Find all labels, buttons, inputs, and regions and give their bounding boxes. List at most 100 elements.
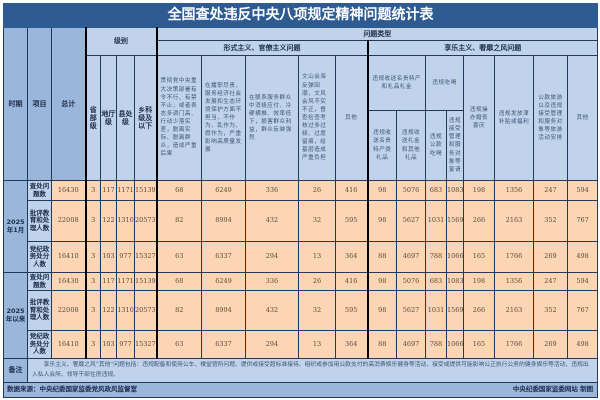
data-cell: 432 [245,290,299,331]
data-cell: 1310 [116,200,135,242]
header-level-township: 乡科级及以下 [134,55,157,181]
header-hedonism-col: 违规发放津补贴或福利 [494,55,534,181]
table-row: 批评教育和处理人数 22008 3 122 1310 20573 82 8994 432 32 59… [4,290,599,331]
header-problem-type: 问题类型 [155,27,599,41]
data-cell: 1310 [116,290,135,331]
table-row: 2025年1月 查处问题数 16430 3 117 1171 15139 68 6249 336 2… [3,180,599,273]
row-item-label: 查处问题数 [27,180,52,201]
footer: 数据来源：中央纪委国家监委党风政风监督室 中央纪委国家监委网站 制图 [2,382,599,398]
data-source: 数据来源：中央纪委国家监委党风政风监督室 [7,385,137,394]
data-cell: 122 [100,200,117,242]
data-cell: 1569 [446,200,464,242]
row-item-label: 党纪政务处分人数 [27,241,52,273]
header-hedonism-col: 违规操办婚丧喜庆 [463,55,495,181]
data-cell: 498 [566,241,599,273]
data-cell: 88 [366,330,397,359]
data-cell: 594 [566,180,599,201]
period-label: 2025年以来 [3,272,28,359]
data-cell: 977 [116,330,135,359]
data-cell: 15327 [134,241,157,273]
header-period: 时期 [3,27,28,181]
data-cell: 498 [566,330,599,359]
table-title: 全国查处违反中央八项规定精神问题统计表 [2,3,599,28]
data-cell: 68 [155,272,202,291]
data-cell: 8994 [201,200,246,242]
data-cell: 16430 [51,272,86,291]
data-cell: 1031 [425,200,447,242]
header-total: 总计 [51,27,86,181]
data-cell: 788 [425,241,447,273]
data-cell: 788 [425,330,447,359]
data-cell: 595 [335,290,368,331]
header-hedonism-other: 其他 [566,55,599,181]
data-cell: 32 [298,200,336,242]
data-cell: 1569 [446,290,464,331]
data-cell: 416 [335,180,368,201]
data-cell: 1066 [446,330,464,359]
data-cell: 336 [245,180,299,201]
data-cell: 98 [366,272,397,291]
data-cell: 198 [463,272,495,291]
data-cell: 1766 [494,241,534,273]
header-dining-col: 违规公款吃喝 [425,110,447,181]
data-cell: 336 [245,272,299,291]
data-cell: 1356 [494,272,534,291]
data-cell: 4697 [396,241,426,273]
header-hedonism: 享乐主义、奢靡之风问题 [366,40,599,56]
data-cell: 16410 [51,330,86,359]
header-level-county: 县处级 [116,55,135,181]
data-cell: 594 [566,272,599,291]
data-cell: 68 [155,180,202,201]
data-cell: 266 [463,200,495,242]
data-cell: 2163 [494,200,534,242]
row-item-label: 批评教育和处理人数 [27,290,52,331]
data-cell: 16410 [51,241,86,273]
table-row: 2025年以来 查处问题数 16430 3 117 1171 15139 68 6249 336 2… [3,272,599,359]
data-cell: 13 [298,330,336,359]
data-cell: 6249 [201,272,246,291]
data-cell: 15327 [134,330,157,359]
data-cell: 26 [298,180,336,201]
data-cell: 432 [245,200,299,242]
data-cell: 3 [84,272,101,291]
header-item: 项目 [27,27,52,181]
data-cell: 20573 [134,200,157,242]
data-cell: 2163 [494,290,534,331]
data-cell: 247 [533,272,568,291]
data-cell: 32 [298,290,336,331]
data-cell: 117 [100,180,117,201]
header-level: 级别 [84,27,157,56]
data-cell: 5076 [396,180,426,201]
data-cell: 3 [84,330,101,359]
header-level-prefecture: 地厅级 [100,55,117,181]
data-cell: 269 [533,330,568,359]
data-cell: 165 [463,241,495,273]
data-cell: 22008 [51,290,86,331]
data-cell: 416 [335,272,368,291]
data-cell: 16430 [51,180,86,201]
header-gift-col: 违规收送名贵特产类礼品 [366,110,397,181]
data-cell: 198 [463,180,495,201]
note-text: 享乐主义、奢靡之风“其他”问题包括：违规配备和使用公车、楼堂馆所问题、提供或接受… [26,358,599,383]
data-cell: 15139 [134,272,157,291]
header-level-province: 省部级 [84,55,101,181]
data-cell: 3 [84,290,101,331]
data-cell: 1083 [446,180,464,201]
data-cell: 595 [335,200,368,242]
data-cell: 352 [533,290,568,331]
row-item-label: 查处问题数 [27,272,52,291]
data-cell: 98 [366,180,397,201]
data-cell: 3 [84,241,101,273]
table-row: 批评教育和处理人数 22008 3 122 1310 20573 82 8994 432 32 59… [4,200,599,242]
table-row: 党纪政务处分人数 16410 3 103 977 15327 63 6337 294 13 364 8… [4,241,599,273]
data-cell: 1171 [116,180,135,201]
data-cell: 82 [155,200,202,242]
header-formalism-col: 文山会海反弹回潮，文风会风不实不正，督查检查考核过多过频、过度留痕，给基层造成严… [298,55,336,181]
statistics-table: 全国查处违反中央八项规定精神问题统计表 时期 项目 总计 级别 问题类型 形式主… [2,3,599,398]
header-formalism-col: 贯彻党中央重大决策部署有令不行、有禁不止，或者表态多调门高、行动少落实差，脱离实… [155,55,202,181]
data-cell: 13 [298,241,336,273]
data-cell: 269 [533,241,568,273]
data-cell: 122 [100,290,117,331]
data-cell: 352 [533,200,568,242]
data-cell: 98 [366,290,397,331]
